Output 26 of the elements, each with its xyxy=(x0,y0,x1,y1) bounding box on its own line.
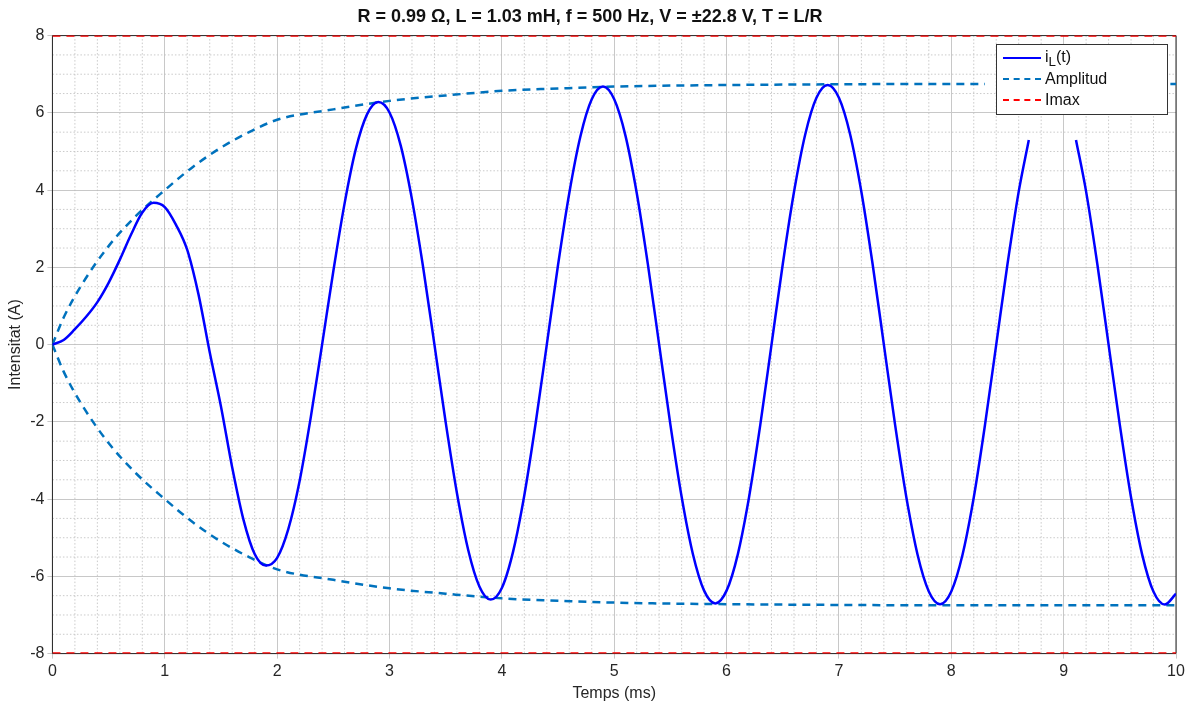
y-axis-title: Intensitat (A) xyxy=(6,299,24,390)
x-tick-label: 10 xyxy=(1167,661,1185,679)
x-tick-label: 7 xyxy=(834,661,844,679)
y-tick-label: -6 xyxy=(30,566,45,584)
y-tick-label: 0 xyxy=(35,335,45,353)
y-tick-label: 4 xyxy=(35,180,45,198)
chart-title: R = 0.99 Ω, L = 1.03 mH, f = 500 Hz, V = ±22.8 V, T = L/R xyxy=(357,5,823,26)
x-tick-label: 8 xyxy=(946,661,956,679)
x-axis-title: Temps (ms) xyxy=(572,683,656,701)
y-tick-label: 8 xyxy=(35,26,45,44)
y-tick-label: -2 xyxy=(30,412,45,430)
y-tick-label: -8 xyxy=(30,644,45,662)
x-tick-label: 3 xyxy=(385,661,395,679)
x-tick-label: 6 xyxy=(722,661,732,679)
legend-label: Imax xyxy=(1045,91,1080,110)
y-tick-label: 2 xyxy=(35,257,45,275)
x-tick-label: 5 xyxy=(609,661,619,679)
y-tick-label: 6 xyxy=(35,103,45,121)
legend-label: i$_{L}$(t) xyxy=(1045,47,1072,69)
x-tick-label: 1 xyxy=(160,661,170,679)
x-tick-label: 9 xyxy=(1059,661,1069,679)
series-label: Amplitud xyxy=(1045,70,1108,89)
x-tick-label: 0 xyxy=(47,661,57,679)
x-tick-label: 2 xyxy=(272,661,282,679)
y-tick-label: -4 xyxy=(30,489,45,507)
x-tick-label: 4 xyxy=(497,661,507,679)
